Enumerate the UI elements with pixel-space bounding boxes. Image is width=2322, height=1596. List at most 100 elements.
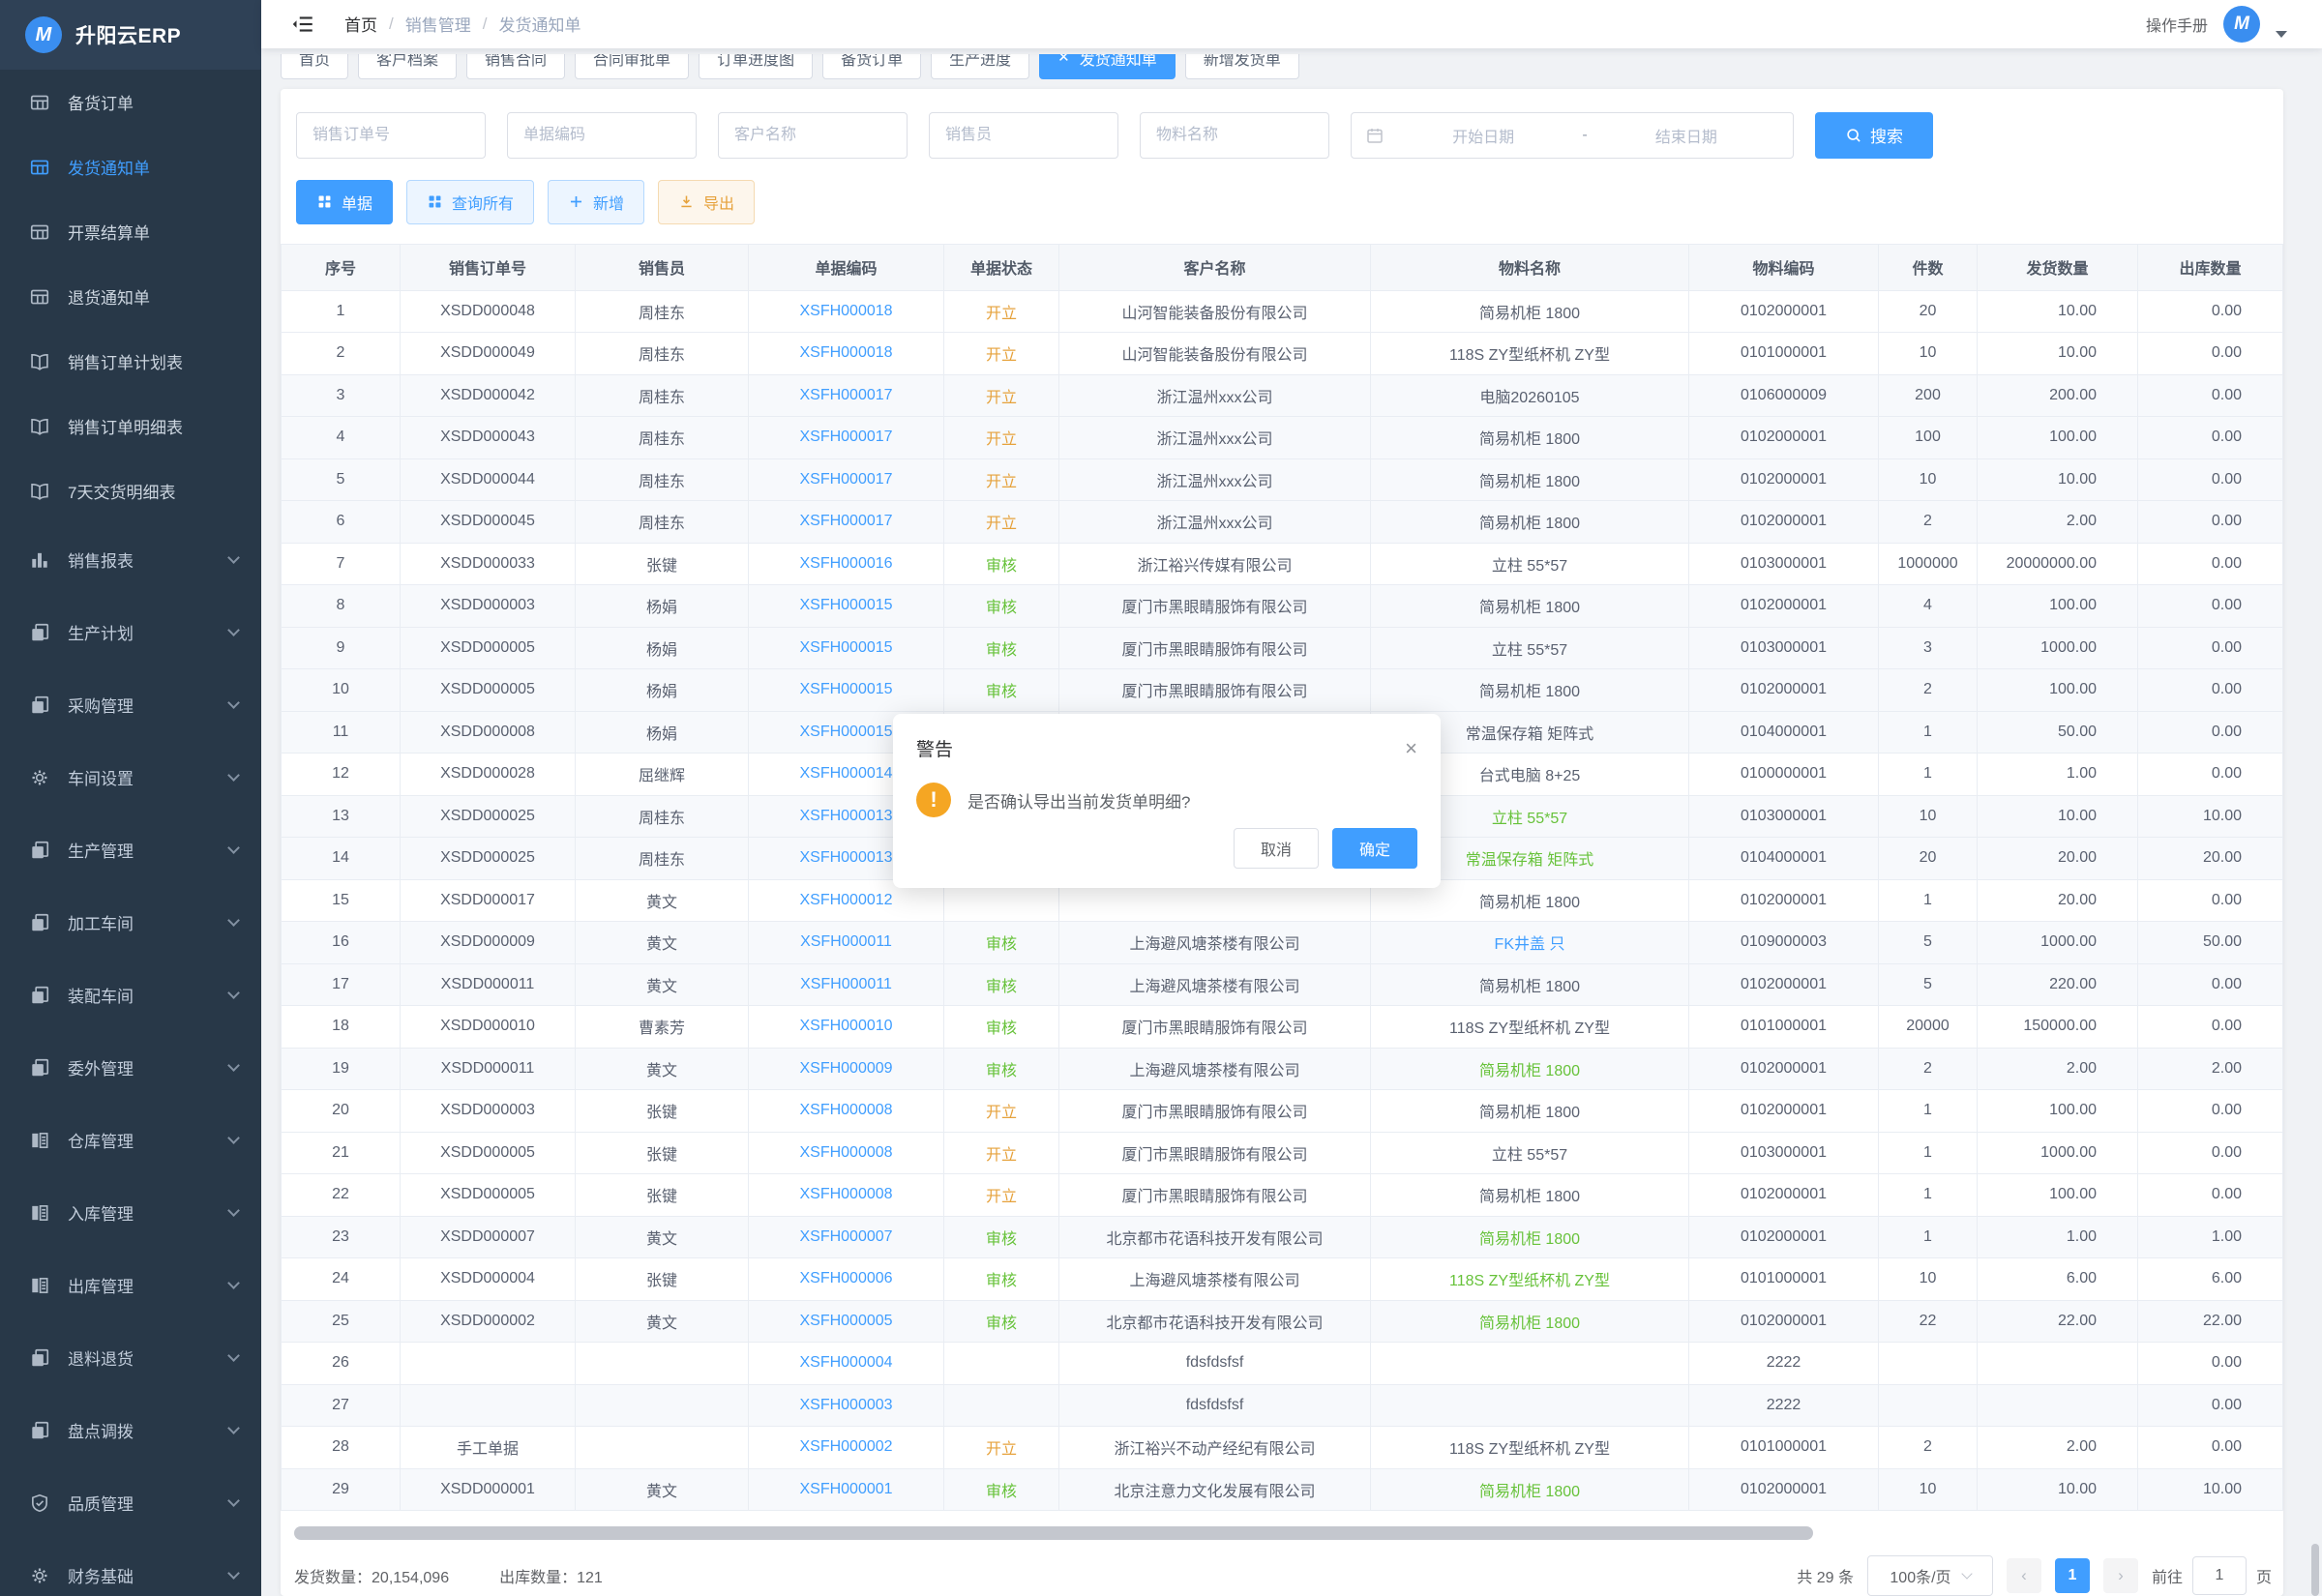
sidebar-item-加工车间[interactable]: 加工车间: [0, 886, 261, 959]
page-size-select[interactable]: 100条/页: [1866, 1555, 1993, 1596]
doc-code-link[interactable]: XSFH000011: [748, 921, 944, 964]
filter-customer-input[interactable]: [718, 111, 908, 159]
breadcrumb-home[interactable]: 首页: [344, 16, 377, 36]
date-range-picker[interactable]: 开始日期 - 结束日期: [1351, 111, 1794, 159]
manual-link[interactable]: 操作手册: [2145, 17, 2208, 35]
doc-code-link[interactable]: XSFH000015: [748, 627, 944, 669]
tab-chip-合同审批单[interactable]: 合同审批单: [575, 53, 690, 79]
sidebar-item-销售订单计划表[interactable]: 销售订单计划表: [0, 329, 261, 394]
table-row[interactable]: 5 XSDD000044 周桂东 XSFH000017 开立 浙江温州xxx公司 简易机柜 …: [281, 458, 2283, 501]
confirm-button[interactable]: 确定: [1332, 828, 1417, 869]
doc-code-link[interactable]: XSFH000012: [748, 879, 944, 922]
doc-code-link[interactable]: XSFH000017: [748, 416, 944, 459]
table-row[interactable]: 10 XSDD000005 杨娟 XSFH000015 审核 厦门市黑眼睛服饰有限公司 简易…: [281, 668, 2283, 712]
sidebar-item-销售订单明细表[interactable]: 销售订单明细表: [0, 394, 261, 458]
sidebar-collapse-icon[interactable]: [290, 10, 319, 39]
doc-code-link[interactable]: XSFH000002: [748, 1426, 944, 1469]
sidebar-item-财务基础[interactable]: 财务基础: [0, 1539, 261, 1596]
table-row[interactable]: 19 XSDD000011 黄文 XSFH000009 审核 上海避风塘茶楼有限公司 简易机…: [281, 1048, 2283, 1090]
table-row[interactable]: 2 XSDD000049 周桂东 XSFH000018 开立 山河智能装备股份有限公司 11…: [281, 332, 2283, 375]
table-row[interactable]: 21 XSDD000005 张键 XSFH000008 开立 厦门市黑眼睛服饰有限公司 立柱…: [281, 1132, 2283, 1174]
table-row[interactable]: 27 XSFH000003 fdsfdsfsf 2222 0.00: [281, 1384, 2283, 1427]
sidebar-item-装配车间[interactable]: 装配车间: [0, 959, 261, 1031]
doc-view-button[interactable]: 单据: [296, 179, 394, 224]
doc-code-link[interactable]: XSFH000001: [748, 1468, 944, 1511]
doc-code-link[interactable]: XSFH000003: [748, 1384, 944, 1427]
filter-doc-code-input[interactable]: [507, 111, 697, 159]
horizontal-scrollbar-thumb[interactable]: [294, 1526, 1813, 1540]
doc-code-link[interactable]: XSFH000008: [748, 1173, 944, 1217]
sidebar-item-发货通知单[interactable]: 发货通知单: [0, 134, 261, 199]
sidebar-item-车间设置[interactable]: 车间设置: [0, 741, 261, 813]
sidebar-item-盘点调拨[interactable]: 盘点调拨: [0, 1394, 261, 1466]
sidebar-item-品质管理[interactable]: 品质管理: [0, 1466, 261, 1539]
doc-code-link[interactable]: XSFH000005: [748, 1300, 944, 1343]
filter-sales-order-input[interactable]: [296, 111, 486, 159]
doc-code-link[interactable]: XSFH000016: [748, 543, 944, 585]
close-icon[interactable]: ✕: [1057, 53, 1070, 66]
goto-page-input[interactable]: [2191, 1556, 2247, 1595]
table-row[interactable]: 6 XSDD000045 周桂东 XSFH000017 开立 浙江温州xxx公司 简易机柜 …: [281, 500, 2283, 544]
filter-material-input[interactable]: [1140, 111, 1329, 159]
table-row[interactable]: 20 XSDD000003 张键 XSFH000008 开立 厦门市黑眼睛服饰有限公司 简易…: [281, 1089, 2283, 1133]
sidebar-item-生产计划[interactable]: 生产计划: [0, 596, 261, 668]
table-row[interactable]: 1 XSDD000048 周桂东 XSFH000018 开立 山河智能装备股份有限公司 简易…: [281, 290, 2283, 333]
next-page-button[interactable]: ›: [2102, 1558, 2138, 1593]
doc-code-link[interactable]: XSFH000018: [748, 290, 944, 333]
tab-chip-首页[interactable]: 首页: [281, 53, 349, 79]
table-row[interactable]: 29 XSDD000001 黄文 XSFH000001 审核 北京注意力文化发展有限公司简…: [281, 1468, 2283, 1511]
table-row[interactable]: 7 XSDD000033 张键 XSFH000016 审核 浙江裕兴传媒有限公司 立柱 55…: [281, 543, 2283, 585]
tab-chip-生产进度[interactable]: 生产进度: [931, 53, 1030, 79]
add-button[interactable]: 新增: [548, 179, 645, 224]
table-row[interactable]: 22 XSDD000005 张键 XSFH000008 开立 厦门市黑眼睛服饰有限公司 简易…: [281, 1173, 2283, 1217]
doc-code-link[interactable]: XSFH000007: [748, 1216, 944, 1258]
vertical-scrollbar-thumb[interactable]: [2311, 1544, 2319, 1596]
doc-code-link[interactable]: XSFH000015: [748, 584, 944, 628]
table-row[interactable]: 4 XSDD000043 周桂东 XSFH000017 开立 浙江温州xxx公司 简易机柜 …: [281, 416, 2283, 459]
sidebar-item-生产管理[interactable]: 生产管理: [0, 813, 261, 886]
doc-code-link[interactable]: XSFH000017: [748, 374, 944, 417]
doc-code-link[interactable]: XSFH000018: [748, 332, 944, 375]
doc-code-link[interactable]: XSFH000008: [748, 1132, 944, 1174]
doc-code-link[interactable]: XSFH000011: [748, 963, 944, 1006]
sidebar-item-入库管理[interactable]: 入库管理: [0, 1176, 261, 1249]
tab-chip-订单进度图[interactable]: 订单进度图: [699, 53, 814, 79]
table-row[interactable]: 9 XSDD000005 杨娟 XSFH000015 审核 厦门市黑眼睛服饰有限公司 立柱 …: [281, 627, 2283, 669]
table-row[interactable]: 26 XSFH000004 fdsfdsfsf 2222 0.00: [281, 1342, 2283, 1385]
doc-code-link[interactable]: XSFH000004: [748, 1342, 944, 1385]
table-row[interactable]: 25 XSDD000002 黄文 XSFH000005 审核 北京都市花语科技开发有限公司…: [281, 1300, 2283, 1343]
sidebar-item-出库管理[interactable]: 出库管理: [0, 1249, 261, 1321]
tab-chip-新增发货单[interactable]: 新增发货单: [1184, 53, 1299, 79]
sidebar-item-仓库管理[interactable]: 仓库管理: [0, 1104, 261, 1176]
table-row[interactable]: 18 XSDD000010 曹素芳 XSFH000010 审核 厦门市黑眼睛服饰有限公司 1…: [281, 1005, 2283, 1049]
breadcrumb-sales[interactable]: 销售管理: [404, 16, 471, 36]
prev-page-button[interactable]: ‹: [2006, 1558, 2041, 1593]
avatar[interactable]: M: [2223, 5, 2260, 43]
sidebar-item-备货订单[interactable]: 备货订单: [0, 70, 261, 134]
doc-code-link[interactable]: XSFH000015: [748, 668, 944, 712]
sidebar-item-销售报表[interactable]: 销售报表: [0, 523, 261, 596]
sidebar-item-开票结算单[interactable]: 开票结算单: [0, 199, 261, 264]
table-row[interactable]: 3 XSDD000042 周桂东 XSFH000017 开立 浙江温州xxx公司 电脑202…: [281, 374, 2283, 417]
table-row[interactable]: 23 XSDD000007 黄文 XSFH000007 审核 北京都市花语科技开发有限公司…: [281, 1216, 2283, 1258]
doc-code-link[interactable]: XSFH000009: [748, 1048, 944, 1090]
table-row[interactable]: 17 XSDD000011 黄文 XSFH000011 审核 上海避风塘茶楼有限公司 简易机…: [281, 963, 2283, 1006]
doc-code-link[interactable]: XSFH000010: [748, 1005, 944, 1049]
search-button[interactable]: 搜索: [1815, 111, 1933, 159]
tab-chip-客户档案[interactable]: 客户档案: [358, 53, 458, 79]
doc-code-link[interactable]: XSFH000006: [748, 1257, 944, 1301]
current-page-button[interactable]: 1: [2054, 1558, 2090, 1593]
cancel-button[interactable]: 取消: [1234, 828, 1319, 869]
doc-code-link[interactable]: XSFH000017: [748, 500, 944, 544]
caret-down-icon[interactable]: [2276, 31, 2287, 39]
tab-chip-销售合同[interactable]: 销售合同: [466, 53, 566, 79]
table-row[interactable]: 24 XSDD000004 张键 XSFH000006 审核 上海避风塘茶楼有限公司 118…: [281, 1257, 2283, 1301]
table-row[interactable]: 16 XSDD000009 黄文 XSFH000011 审核 上海避风塘茶楼有限公司 FK井…: [281, 921, 2283, 964]
horizontal-scrollbar[interactable]: [288, 1526, 2276, 1540]
doc-code-link[interactable]: XSFH000008: [748, 1089, 944, 1133]
sidebar-item-退货通知单[interactable]: 退货通知单: [0, 264, 261, 329]
table-row[interactable]: 28 手工单据 XSFH000002 开立 浙江裕兴不动产经纪有限公司 118S ZY型纸…: [281, 1426, 2283, 1469]
close-icon[interactable]: ×: [1405, 735, 1417, 760]
sidebar-item-退料退货[interactable]: 退料退货: [0, 1321, 261, 1394]
sidebar-item-采购管理[interactable]: 采购管理: [0, 668, 261, 741]
